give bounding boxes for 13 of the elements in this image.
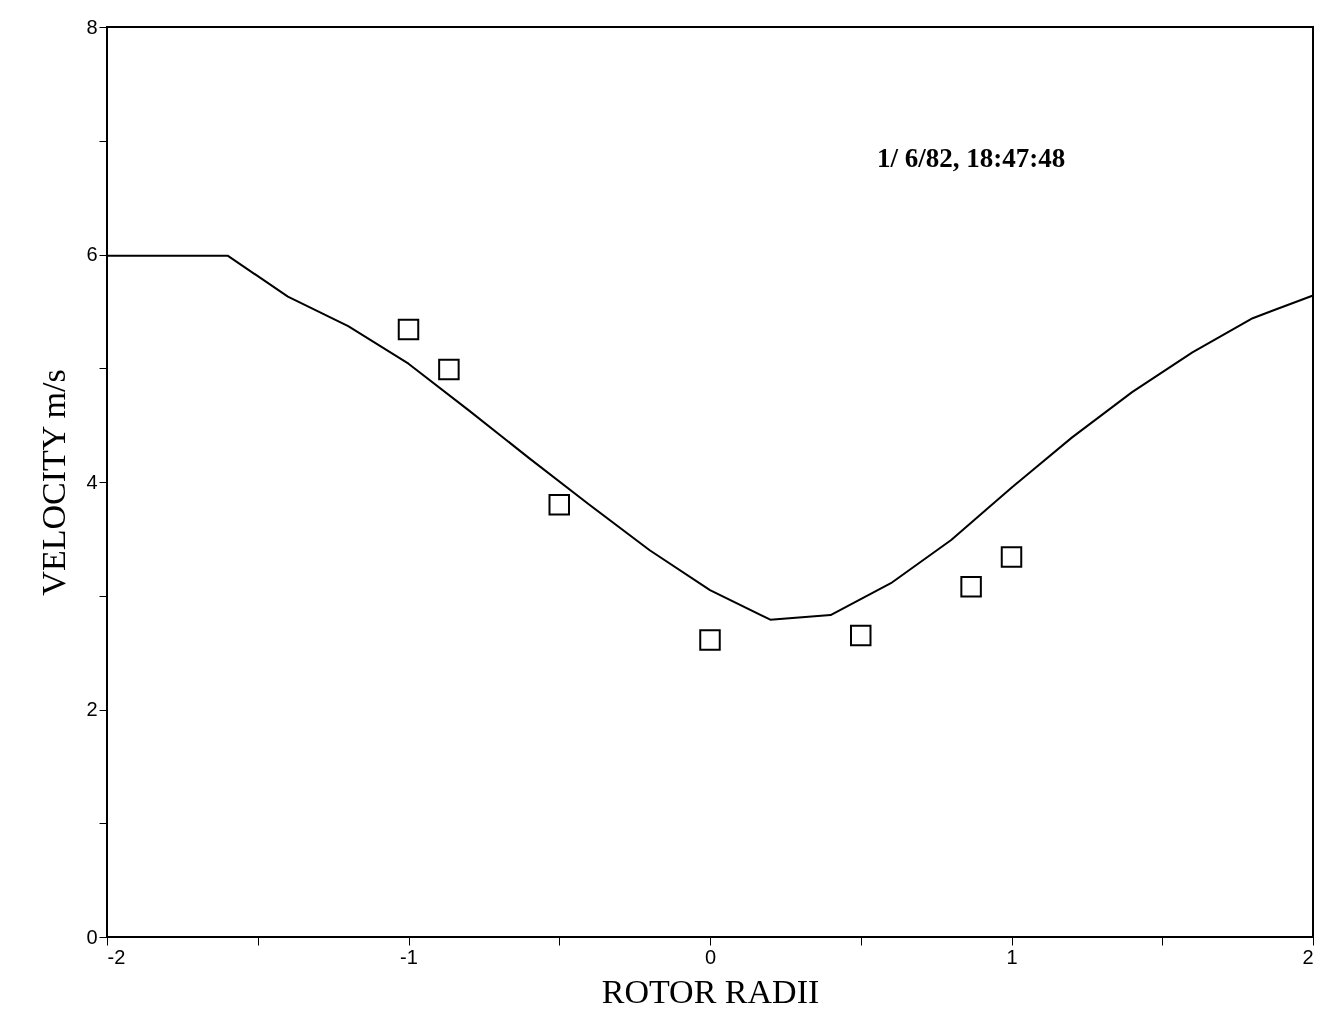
y-tick-label: 0 (86, 925, 98, 948)
x-tick-label: 2 (1302, 945, 1314, 968)
y-tick-label: 8 (86, 15, 98, 38)
x-tick-label: 1 (1006, 945, 1018, 968)
y-tick-label: 4 (86, 470, 98, 493)
y-tick-label: 2 (86, 698, 98, 720)
x-tick-label: 0 (704, 945, 717, 968)
annotation: 1/ 6/82, 18:47:48 (877, 143, 1066, 173)
x-tick-label: -1 (400, 945, 418, 968)
y-tick-label: 6 (86, 243, 98, 265)
x-axis-title: ROTOR RADII (601, 972, 820, 1010)
y-axis-title: VELOCITY m/s (35, 369, 73, 596)
x-tick-label: -2 (107, 945, 126, 968)
